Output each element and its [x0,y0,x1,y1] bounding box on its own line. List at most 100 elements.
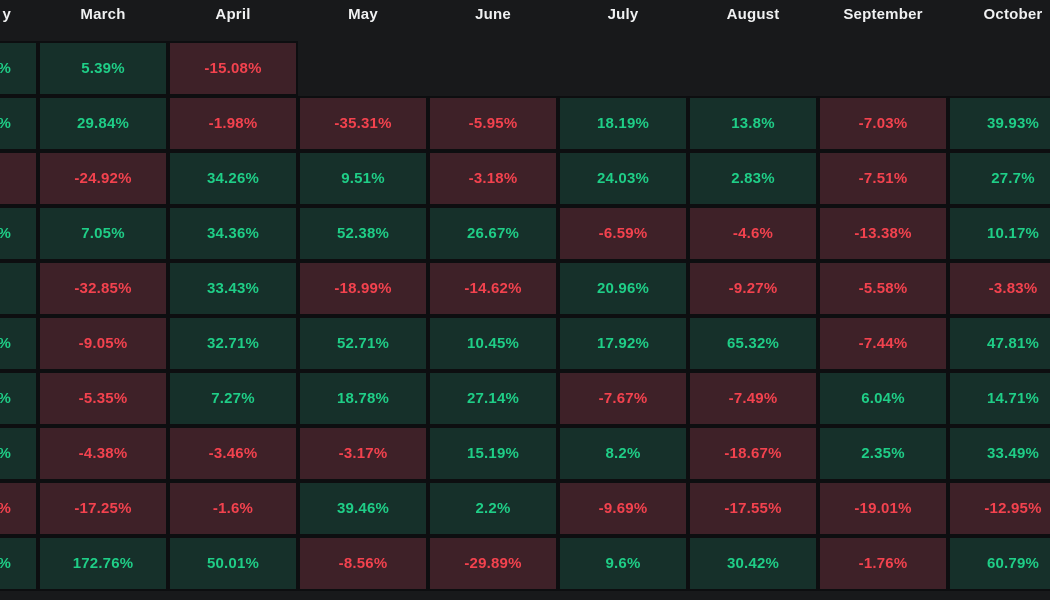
table-cell: -8.56% [298,536,428,591]
table-cell: 60.79% [948,536,1050,591]
table-cell: 50.01% [168,536,298,591]
table-cell: 30.42% [688,536,818,591]
table-cell: 26.67% [428,206,558,261]
table-cell: % [0,206,38,261]
table-cell: -5.58% [818,261,948,316]
empty-cell [558,41,688,96]
table-cell: 27.7% [948,151,1050,206]
table-cell: 32.71% [168,316,298,371]
table-cell: -7.67% [558,371,688,426]
table-cell: -18.99% [298,261,428,316]
table-cell: % [0,481,38,536]
empty-cell [948,41,1050,96]
table-cell: -12.95% [948,481,1050,536]
table-cell: -9.05% [38,316,168,371]
table-cell: 33.43% [168,261,298,316]
table-cell: -17.25% [38,481,168,536]
table-cell: % [0,96,38,151]
table-cell: -7.03% [818,96,948,151]
table-cell: % [0,536,38,591]
column-header: March [80,6,126,23]
table-cell: 7.27% [168,371,298,426]
table-cell: -4.6% [688,206,818,261]
table-cell: -14.62% [428,261,558,316]
table-cell: -5.95% [428,96,558,151]
table-cell: 8.2% [558,426,688,481]
table-cell: -6.59% [558,206,688,261]
empty-cell [688,41,818,96]
column-header: September [843,6,923,23]
column-header: June [475,6,511,23]
empty-cell [818,41,948,96]
table-cell: -9.27% [688,261,818,316]
table-cell: 9.51% [298,151,428,206]
column-header: y [2,6,11,23]
table-cell: 39.46% [298,481,428,536]
column-header: July [607,6,639,23]
table-cell: -5.35% [38,371,168,426]
table-cell: 17.92% [558,316,688,371]
table-cell: 15.19% [428,426,558,481]
table-cell: 24.03% [558,151,688,206]
table-cell: -32.85% [38,261,168,316]
table-cell: -7.49% [688,371,818,426]
table-cell: 33.49% [948,426,1050,481]
table-cell: 2.35% [818,426,948,481]
table-cell: -29.89% [428,536,558,591]
table-cell: -17.55% [688,481,818,536]
table-cell: -1.76% [818,536,948,591]
table-cell: 10.45% [428,316,558,371]
table-cell: -3.18% [428,151,558,206]
column-header: May [348,6,378,23]
table-cell: 18.19% [558,96,688,151]
table-cell: -4.38% [38,426,168,481]
table-cell: 10.17% [948,206,1050,261]
table-cell: -7.44% [818,316,948,371]
table-cell: 52.38% [298,206,428,261]
table-cell: -19.01% [818,481,948,536]
table-cell: -3.17% [298,426,428,481]
table-cell: 20.96% [558,261,688,316]
table-cell: 34.36% [168,206,298,261]
table-cell: 172.76% [38,536,168,591]
table-cell: -3.46% [168,426,298,481]
table-cell [0,151,38,206]
column-header: August [726,6,780,23]
table-cell: -1.6% [168,481,298,536]
table-cell: -15.08% [168,41,298,96]
table-cell: -35.31% [298,96,428,151]
column-header: October [983,6,1043,23]
column-header: April [215,6,251,23]
table-cell: 6.04% [818,371,948,426]
table-cell: 29.84% [38,96,168,151]
table-cell: 18.78% [298,371,428,426]
table-cell: -1.98% [168,96,298,151]
table-cell: 2.2% [428,481,558,536]
table-cell: -18.67% [688,426,818,481]
table-cell: 65.32% [688,316,818,371]
table-cell: -24.92% [38,151,168,206]
table-cell: % [0,371,38,426]
table-cell: 2.83% [688,151,818,206]
table-cell: 14.71% [948,371,1050,426]
table-cell: 27.14% [428,371,558,426]
table-cell: 7.05% [38,206,168,261]
table-cell: % [0,41,38,96]
table-cell: -7.51% [818,151,948,206]
table-cell: 9.6% [558,536,688,591]
table-cell: 13.8% [688,96,818,151]
table-cell: 39.93% [948,96,1050,151]
table-cell: % [0,426,38,481]
table-cell: 47.81% [948,316,1050,371]
table-cell: 34.26% [168,151,298,206]
table-cell [0,261,38,316]
empty-cell [428,41,558,96]
table-cell: % [0,316,38,371]
table-cell: 5.39% [38,41,168,96]
table-cell: 52.71% [298,316,428,371]
table-cell: -9.69% [558,481,688,536]
empty-cell [298,41,428,96]
table-cell: -13.38% [818,206,948,261]
